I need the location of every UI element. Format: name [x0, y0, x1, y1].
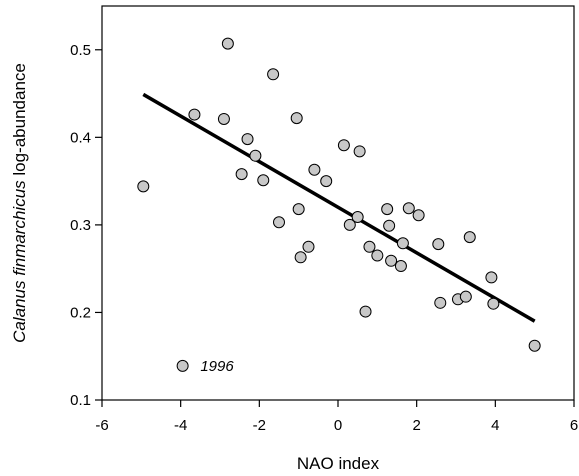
data-point — [383, 219, 396, 232]
data-point — [402, 202, 415, 215]
data-point — [267, 68, 280, 81]
data-point — [188, 108, 201, 121]
data-point — [294, 251, 307, 264]
data-point — [487, 297, 500, 310]
data-point — [249, 149, 262, 162]
plot-frame — [101, 5, 575, 401]
data-point — [412, 209, 425, 222]
y-axis-title: Calanus finmarchicus log-abundance — [10, 63, 29, 343]
x-tick-label: 4 — [491, 417, 499, 434]
data-point — [385, 254, 398, 267]
data-point — [351, 211, 364, 224]
data-point — [463, 231, 476, 244]
x-axis-ticks: -6 -4 -2 0 2 4 6 — [95, 400, 578, 434]
data-point — [257, 174, 270, 187]
data-point — [176, 359, 189, 372]
data-point — [343, 218, 356, 231]
x-tick-label: -4 — [174, 417, 187, 434]
data-point — [337, 139, 350, 152]
x-tick-label: 2 — [412, 417, 420, 434]
data-point — [292, 203, 305, 216]
data-point — [290, 112, 303, 125]
data-point — [371, 249, 384, 262]
x-tick-label: 0 — [334, 417, 342, 434]
data-point — [459, 290, 472, 303]
data-point — [221, 37, 234, 50]
data-point — [485, 271, 498, 284]
data-point — [434, 296, 447, 309]
x-axis-title: NAO index — [297, 454, 380, 473]
data-point — [302, 240, 315, 253]
data-point — [320, 175, 333, 188]
data-point — [359, 305, 372, 318]
y-tick-label: 0.1 — [70, 392, 91, 409]
y-axis-ticks: 0.1 0.2 0.3 0.4 0.5 — [70, 42, 102, 409]
y-tick-label: 0.5 — [70, 42, 91, 59]
data-point — [273, 216, 285, 229]
x-tick-label: -6 — [95, 417, 108, 434]
data-point — [235, 168, 248, 181]
data-point — [308, 163, 321, 176]
y-axis-title-unit: log-abundance — [10, 63, 29, 180]
data-points — [137, 37, 541, 372]
point-annotation: 1996 — [200, 358, 234, 375]
x-tick-label: 6 — [570, 417, 578, 434]
data-point — [241, 133, 254, 146]
data-point — [396, 237, 409, 250]
y-axis-title-species: Calanus finmarchicus — [10, 180, 29, 343]
data-point — [528, 339, 541, 352]
x-tick-label: -2 — [253, 417, 266, 434]
data-point — [363, 240, 376, 253]
annotations: 1996 — [200, 358, 234, 375]
regression-line — [142, 92, 536, 323]
data-point — [137, 180, 150, 193]
y-tick-label: 0.3 — [70, 217, 91, 234]
data-point — [353, 145, 366, 158]
data-point — [217, 112, 230, 125]
data-point — [394, 260, 407, 273]
y-tick-label: 0.2 — [70, 304, 91, 321]
y-tick-label: 0.4 — [70, 129, 91, 146]
data-point — [381, 203, 394, 216]
data-point — [432, 238, 445, 251]
